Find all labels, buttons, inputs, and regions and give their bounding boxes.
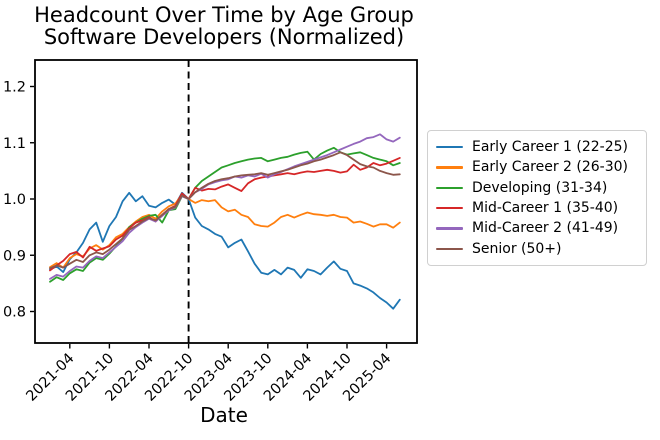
- legend-line-sample: [436, 145, 463, 149]
- chart-title: Headcount Over Time by Age Group Softwar…: [0, 4, 448, 48]
- y-tick-label: 1.1: [3, 136, 26, 152]
- y-tick-label: 0.8: [3, 305, 26, 321]
- legend-item-label: Mid-Career 1 (35-40): [472, 200, 619, 217]
- legend-item: Mid-Career 1 (35-40): [436, 200, 638, 216]
- legend-item: Early Career 1 (22-25): [436, 139, 638, 155]
- x-axis-label: Date: [200, 403, 248, 427]
- legend-line-sample: [436, 166, 463, 169]
- chart-title-line1: Headcount Over Time by Age Group: [34, 3, 414, 27]
- chart-title-line2: Software Developers (Normalized): [43, 25, 405, 49]
- legend-line-sample: [436, 227, 463, 230]
- legend: Early Career 1 (22-25) Early Career 2 (2…: [427, 130, 647, 266]
- legend-item: Mid-Career 2 (41-49): [436, 220, 638, 236]
- legend-item-label: Early Career 2 (26-30): [472, 159, 629, 176]
- legend-item-label: Senior (50+): [472, 240, 562, 257]
- legend-item: Developing (31-34): [436, 180, 638, 196]
- legend-line-sample: [436, 206, 463, 210]
- plot-frame: [34, 59, 418, 344]
- y-tick-label: 1.0: [3, 192, 26, 208]
- legend-item-label: Mid-Career 2 (41-49): [472, 220, 619, 237]
- series-line-early-career-1: [49, 191, 401, 310]
- legend-item-label: Developing (31-34): [472, 179, 608, 196]
- series-line-mid-career-2: [49, 133, 401, 280]
- legend-line-sample: [436, 186, 463, 190]
- series-line-senior: [49, 151, 401, 270]
- legend-item-label: Early Career 1 (22-25): [472, 139, 629, 156]
- series-line-mid-career-1: [49, 156, 401, 272]
- legend-line-sample: [436, 247, 463, 251]
- series-line-developing: [49, 146, 401, 283]
- y-tick-label: 1.2: [3, 80, 26, 96]
- legend-item: Early Career 2 (26-30): [436, 159, 638, 175]
- legend-item: Senior (50+): [436, 241, 638, 257]
- y-tick-label: 0.9: [3, 248, 26, 264]
- series-line-early-career-2: [49, 193, 401, 269]
